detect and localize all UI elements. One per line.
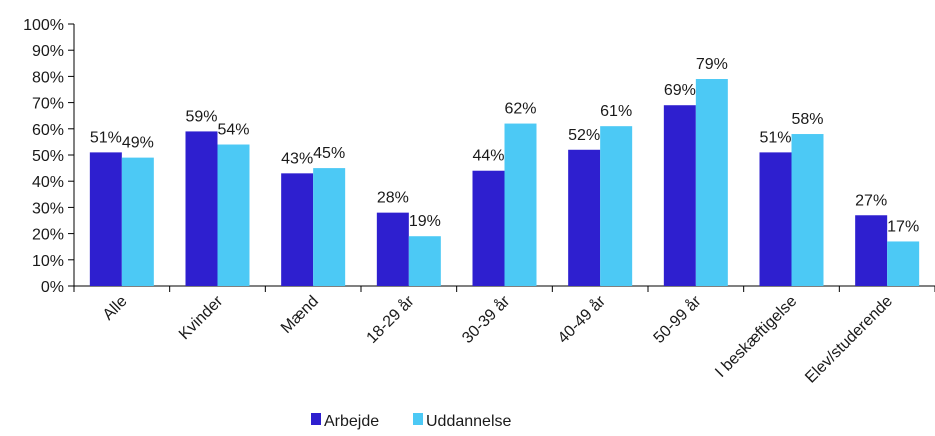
y-tick-label: 100% xyxy=(23,17,64,34)
category-label: 30-39 år xyxy=(458,292,513,347)
y-tick-label: 0% xyxy=(41,279,64,296)
category-label: Kvinder xyxy=(176,292,227,343)
bar-arbejde xyxy=(855,215,888,286)
data-label: 45% xyxy=(313,145,345,162)
y-tick-label: 60% xyxy=(32,122,64,139)
y-tick-label: 10% xyxy=(32,253,64,270)
data-label: 44% xyxy=(472,148,504,165)
bar-arbejde xyxy=(568,149,601,286)
data-label: 59% xyxy=(185,108,217,125)
data-label: 19% xyxy=(409,213,441,230)
data-label: 62% xyxy=(504,101,536,118)
legend-swatch-arbejde xyxy=(311,413,321,425)
data-label: 27% xyxy=(855,192,887,209)
bar-uddannelse xyxy=(313,168,346,286)
legend-label-arbejde: Arbejde xyxy=(324,413,379,430)
y-tick-label: 50% xyxy=(32,148,64,165)
data-label: 61% xyxy=(600,103,632,120)
bar-uddannelse xyxy=(600,126,633,287)
y-tick-label: 90% xyxy=(32,43,64,60)
category-label: Elev/studerende xyxy=(802,293,896,387)
bar-arbejde xyxy=(759,152,792,286)
y-tick-label: 20% xyxy=(32,227,64,244)
data-label: 69% xyxy=(664,82,696,99)
bar-arbejde xyxy=(376,212,409,286)
bar-arbejde xyxy=(663,105,696,286)
bar-arbejde xyxy=(281,173,314,286)
bar-arbejde xyxy=(472,170,505,286)
y-tick-label: 30% xyxy=(32,200,64,217)
bar-uddannelse xyxy=(695,79,728,287)
data-label: 43% xyxy=(281,150,313,167)
data-label: 49% xyxy=(122,135,154,152)
bar-uddannelse xyxy=(887,241,920,286)
bar-arbejde xyxy=(89,152,122,286)
data-label: 17% xyxy=(887,218,919,235)
bar-uddannelse xyxy=(408,236,441,286)
bar-uddannelse xyxy=(217,144,250,286)
category-label: 40-49 år xyxy=(554,292,609,347)
legend-label-uddannelse: Uddannelse xyxy=(426,413,512,430)
legend-swatch-uddannelse xyxy=(413,413,423,425)
bar-uddannelse xyxy=(504,123,537,286)
data-label: 51% xyxy=(759,129,791,146)
bar-arbejde xyxy=(185,131,218,286)
data-label: 79% xyxy=(696,56,728,73)
data-label: 28% xyxy=(377,190,409,207)
bar-uddannelse xyxy=(791,134,824,286)
y-tick-label: 40% xyxy=(32,174,64,191)
data-label: 54% xyxy=(217,122,249,139)
data-label: 51% xyxy=(90,129,122,146)
y-tick-label: 80% xyxy=(32,69,64,86)
category-label: I beskæftigelse xyxy=(712,293,800,381)
data-label: 52% xyxy=(568,127,600,144)
bar-uddannelse xyxy=(121,157,154,286)
data-label: 58% xyxy=(791,111,823,128)
category-label: 50-99 år xyxy=(650,292,705,347)
y-tick-label: 70% xyxy=(32,96,64,113)
category-label: 18-29 år xyxy=(363,292,418,347)
category-label: Mænd xyxy=(278,293,322,337)
category-label: Alle xyxy=(100,293,131,324)
